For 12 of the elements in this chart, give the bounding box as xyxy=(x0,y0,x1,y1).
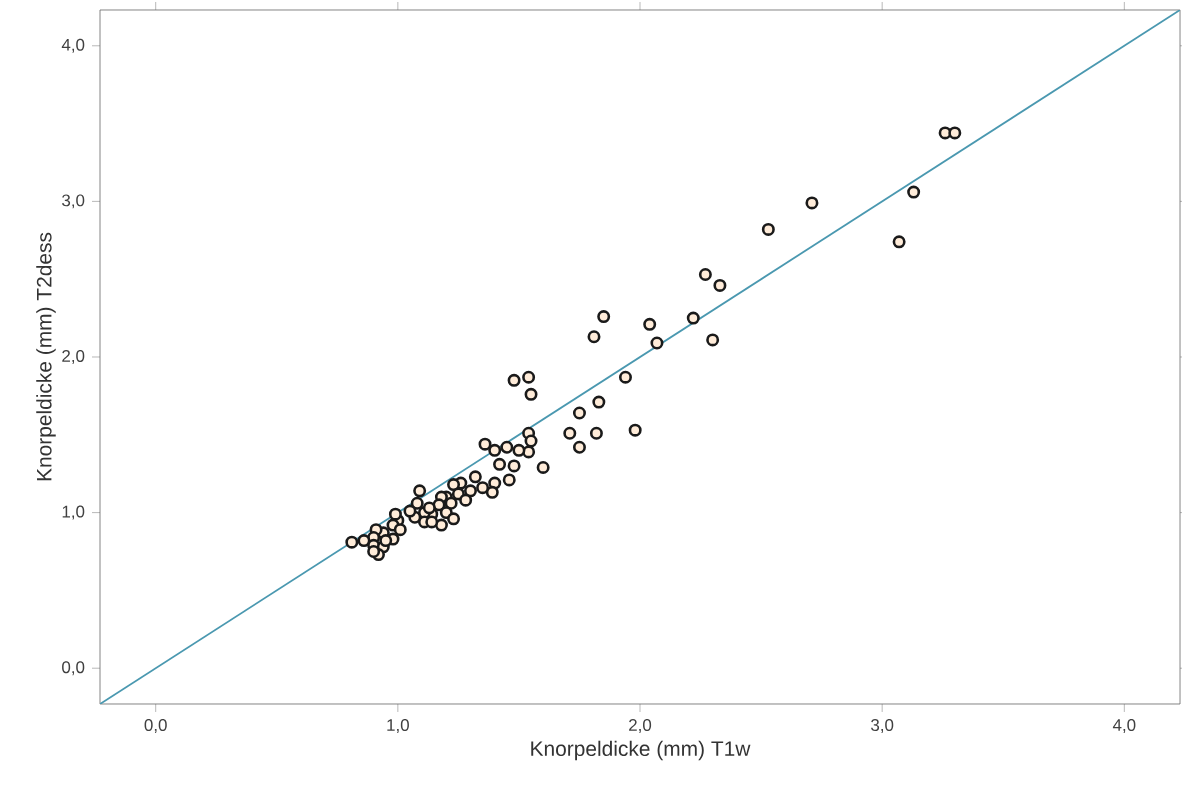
y-tick-label: 0,0 xyxy=(62,661,85,676)
x-axis-title: Knorpeldicke (mm) T1w xyxy=(531,740,751,761)
y-tick-label: 4,0 xyxy=(61,38,85,53)
y-axis-title: Knorpeldicke (mm) T2dess xyxy=(36,232,56,481)
y-tick-label: 1,0 xyxy=(62,505,85,520)
y-tick-label: 2,0 xyxy=(62,350,85,364)
x-tick-label: 3,0 xyxy=(871,719,894,734)
x-tick-label: 1,0 xyxy=(387,719,409,734)
x-tick-label: 0,0 xyxy=(144,719,167,734)
x-tick-label: 4,0 xyxy=(1112,719,1136,734)
y-tick-label: 3,0 xyxy=(62,194,85,209)
x-tick-label: 2,0 xyxy=(629,719,652,734)
